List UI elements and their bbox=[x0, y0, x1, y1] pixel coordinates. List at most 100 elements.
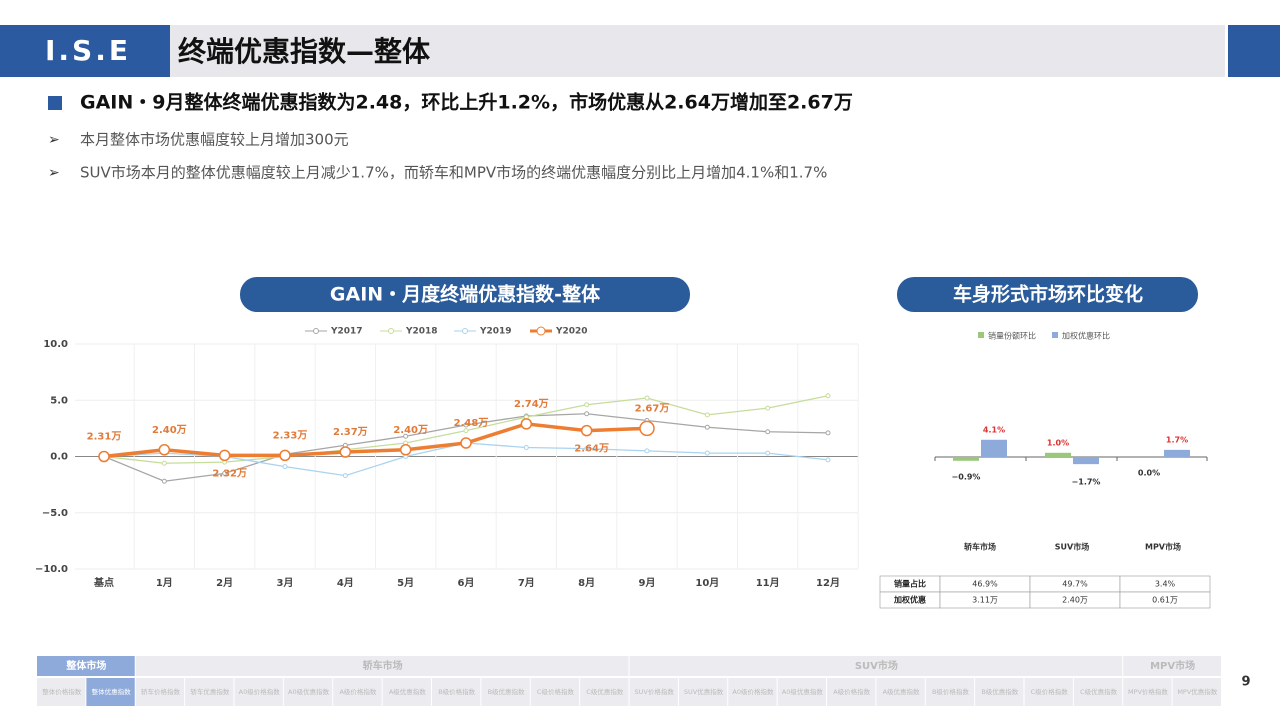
legend-marker bbox=[388, 328, 394, 334]
data-label: 4.1% bbox=[983, 425, 1005, 434]
nav-tab bbox=[530, 678, 580, 706]
nav-group bbox=[135, 656, 629, 676]
table-value: 2.40万 bbox=[1062, 596, 1088, 605]
x-tick-label: 9月 bbox=[639, 577, 656, 589]
point bbox=[580, 424, 593, 437]
nav-tab bbox=[185, 678, 234, 706]
page-title: 终端优惠指数—整体 bbox=[178, 35, 431, 68]
nav-tab-label[interactable]: A级价格指数 bbox=[833, 687, 870, 696]
nav-tab bbox=[432, 678, 481, 706]
annotation: 2.40万 bbox=[152, 424, 187, 436]
point bbox=[584, 446, 590, 452]
chart-title-pill bbox=[897, 277, 1198, 312]
data-label: 1.7% bbox=[1166, 435, 1188, 444]
nav-tab bbox=[629, 678, 678, 706]
x-tick-label: 3月 bbox=[277, 577, 294, 589]
nav-tab bbox=[481, 678, 530, 706]
nav-tab bbox=[777, 678, 826, 706]
headline: GAIN・9月整体终端优惠指数为2.48，环比上升1.2%，市场优惠从2.64万… bbox=[80, 91, 853, 114]
point bbox=[584, 402, 590, 408]
x-tick-label: 轿车市场 bbox=[964, 542, 996, 552]
nav-tab-label[interactable]: A0级优惠指数 bbox=[288, 687, 330, 696]
point bbox=[825, 430, 831, 436]
point bbox=[639, 420, 655, 437]
y-tick-label: −10.0 bbox=[35, 564, 68, 575]
annotation: 2.32万 bbox=[212, 467, 247, 479]
nav-tab-label[interactable]: MPV优惠指数 bbox=[1177, 687, 1217, 696]
y-tick-label: 0.0 bbox=[50, 452, 68, 463]
nav-tab bbox=[1123, 678, 1172, 706]
point bbox=[161, 460, 167, 466]
point bbox=[765, 405, 771, 411]
nav-tab-label[interactable]: C级价格指数 bbox=[537, 687, 575, 696]
x-tick-label: SUV市场 bbox=[1055, 542, 1089, 552]
nav-tab bbox=[135, 678, 185, 706]
nav-tab-label[interactable]: A级优惠指数 bbox=[389, 687, 426, 696]
logo: I.S.E bbox=[45, 34, 131, 67]
x-tick-label: 6月 bbox=[458, 577, 475, 589]
annotation: 2.67万 bbox=[635, 402, 670, 414]
point bbox=[644, 448, 650, 454]
arrow: ➢ bbox=[48, 165, 60, 181]
legend-label: 加权优惠环比 bbox=[1062, 331, 1110, 341]
nav-tab-label[interactable]: 轿车优惠指数 bbox=[190, 687, 230, 696]
legend-swatch bbox=[978, 332, 984, 338]
nav-group-label: 轿车市场 bbox=[363, 659, 403, 672]
y-tick-label: 5.0 bbox=[50, 395, 68, 406]
nav-group bbox=[37, 656, 135, 676]
nav-tab-label[interactable]: 轿车价格指数 bbox=[141, 687, 181, 696]
nav-tab-label[interactable]: C级优惠指数 bbox=[586, 687, 624, 696]
annotation: 2.48万 bbox=[454, 417, 489, 429]
nav-tab-label[interactable]: A0级价格指数 bbox=[732, 687, 774, 696]
nav-tab-label[interactable]: 整体优惠指数 bbox=[92, 687, 132, 696]
point bbox=[399, 444, 412, 456]
nav-tab-label[interactable]: SUV优惠指数 bbox=[684, 687, 724, 696]
point bbox=[279, 449, 291, 462]
nav-tab-label[interactable]: SUV价格指数 bbox=[635, 687, 675, 696]
nav-tab bbox=[678, 678, 728, 706]
bullet: SUV市场本月的整体优惠幅度较上月减少1.7%，而轿车和MPV市场的终端优惠幅度… bbox=[80, 164, 827, 182]
nav-tab bbox=[827, 678, 876, 706]
x-tick-label: 12月 bbox=[816, 577, 840, 589]
nav-tab-label[interactable]: MPV价格指数 bbox=[1128, 687, 1168, 696]
legend-label: Y2017 bbox=[330, 327, 363, 337]
x-tick-label: 1月 bbox=[156, 577, 173, 589]
nav-tab-label[interactable]: 整体价格指数 bbox=[42, 687, 82, 696]
point bbox=[825, 393, 831, 399]
legend-marker bbox=[462, 328, 468, 334]
arrow: ➢ bbox=[48, 132, 60, 148]
legend-label: Y2018 bbox=[405, 327, 438, 337]
data-label: −0.9% bbox=[952, 472, 981, 481]
bar bbox=[1045, 452, 1071, 457]
point bbox=[463, 428, 469, 434]
bar bbox=[953, 457, 979, 461]
nav-tab bbox=[925, 678, 975, 706]
nav-tab-label[interactable]: B级优惠指数 bbox=[981, 687, 1018, 696]
nav-tab bbox=[234, 678, 283, 706]
nav-tab-label[interactable]: B级价格指数 bbox=[438, 687, 475, 696]
nav-tab bbox=[728, 678, 777, 706]
point bbox=[704, 450, 710, 456]
logo-box bbox=[0, 25, 170, 77]
nav-tab-label[interactable]: A0级价格指数 bbox=[239, 687, 281, 696]
nav-tab-label[interactable]: A0级优惠指数 bbox=[782, 687, 824, 696]
bar bbox=[1164, 449, 1190, 457]
table-row-label: 销量占比 bbox=[894, 579, 926, 589]
nav-tab-label[interactable]: A级价格指数 bbox=[339, 687, 376, 696]
nav-group bbox=[1123, 656, 1221, 676]
nav-tab-label[interactable]: B级优惠指数 bbox=[488, 687, 525, 696]
nav-tab-label[interactable]: A级优惠指数 bbox=[883, 687, 920, 696]
x-tick-label: 10月 bbox=[695, 577, 719, 589]
data-label: −1.7% bbox=[1072, 478, 1101, 487]
point bbox=[460, 437, 472, 449]
point bbox=[520, 418, 533, 430]
nav-tab-label[interactable]: B级价格指数 bbox=[932, 687, 969, 696]
series-line bbox=[103, 422, 648, 459]
nav-tab bbox=[382, 678, 431, 706]
x-tick-label: 2月 bbox=[216, 577, 233, 589]
bar bbox=[981, 439, 1007, 457]
point bbox=[765, 450, 771, 456]
annotation: 2.37万 bbox=[333, 426, 368, 438]
nav-tab-label[interactable]: C级价格指数 bbox=[1031, 687, 1069, 696]
nav-tab-label[interactable]: C级优惠指数 bbox=[1080, 687, 1118, 696]
